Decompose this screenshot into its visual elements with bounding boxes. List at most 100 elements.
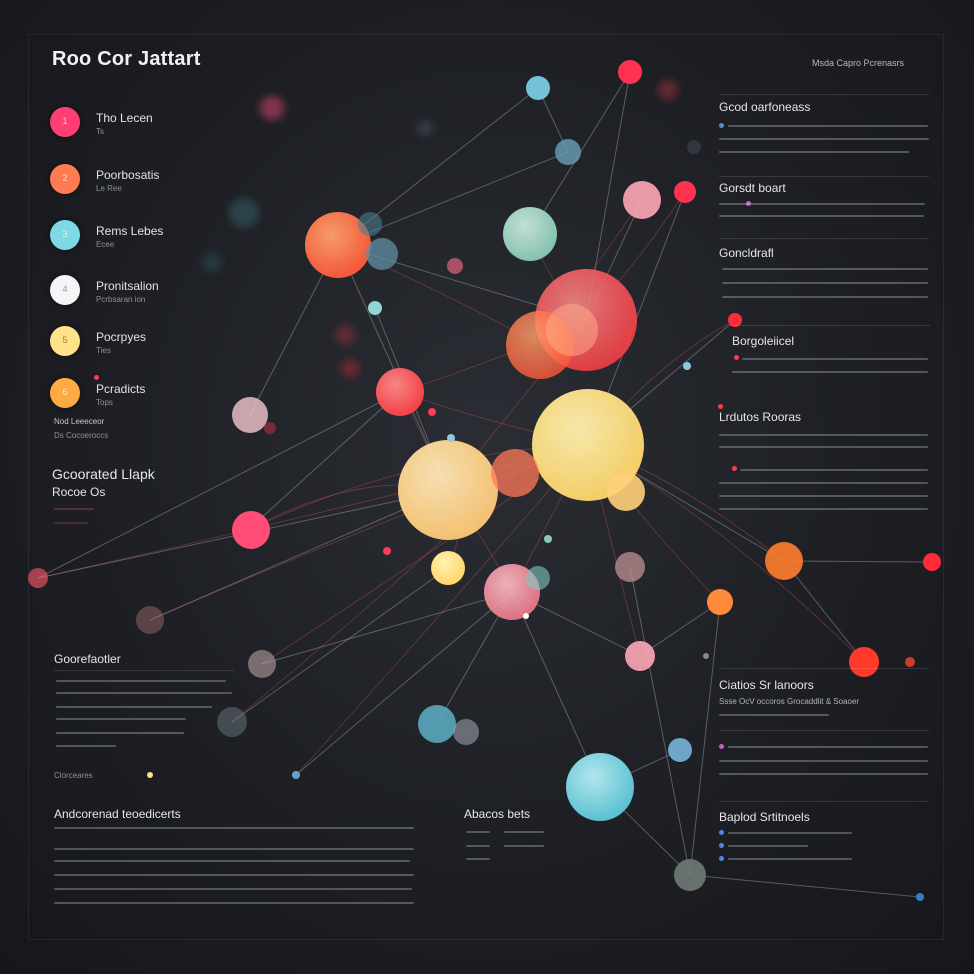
section-heading: Andcorenad teoedicerts xyxy=(54,807,181,821)
legend-note: Nod Leeeceor xyxy=(54,417,105,426)
legend-label: Tho Lecen xyxy=(96,111,153,125)
marker-dot xyxy=(719,830,724,835)
section-heading: Goncldrafl xyxy=(719,246,774,260)
node-circle xyxy=(398,440,498,540)
marker-dot xyxy=(718,404,723,409)
node-circle xyxy=(232,511,270,549)
text-line xyxy=(740,469,928,471)
divider xyxy=(54,670,234,671)
page-frame xyxy=(28,34,944,940)
text-line xyxy=(719,760,928,762)
legend-sublabel: Pcrbsaran ion xyxy=(96,295,146,304)
node-circle xyxy=(674,859,706,891)
section-heading: Goorefaotler xyxy=(54,652,121,666)
node-circle xyxy=(566,753,634,821)
text-line xyxy=(54,874,414,876)
section-heading: Baplod Srtitnoels xyxy=(719,810,810,824)
text-line xyxy=(719,215,924,217)
node-circle xyxy=(687,140,701,154)
node-circle xyxy=(615,552,645,582)
divider xyxy=(719,176,929,177)
node-circle xyxy=(383,547,391,555)
marker-dot xyxy=(719,856,724,861)
node-circle xyxy=(453,719,479,745)
node-circle xyxy=(264,422,276,434)
text-line xyxy=(719,434,928,436)
node-circle xyxy=(674,181,696,203)
edge-group xyxy=(37,71,933,898)
text-line xyxy=(728,832,852,834)
node-circle xyxy=(526,76,550,100)
node-circle xyxy=(28,568,48,588)
legend-label: Pocrpyes xyxy=(96,330,147,344)
node-circle xyxy=(418,705,456,743)
section-heading: Gorsdt boart xyxy=(719,181,786,195)
section-subtext: Ssse OcV occoros Grocaddlit & Soaoer xyxy=(719,697,860,706)
text-line xyxy=(54,827,414,829)
text-line xyxy=(732,371,928,373)
marker-dot xyxy=(719,744,724,749)
text-line xyxy=(719,446,928,448)
legend-swatch: 3 xyxy=(50,220,80,250)
node-circle xyxy=(136,606,164,634)
legend-item: 3 Rems Lebes Ecee xyxy=(50,220,250,260)
legend-swatch: 4 xyxy=(50,275,80,305)
text-line xyxy=(54,860,410,862)
text-line xyxy=(504,831,544,833)
node-circle xyxy=(555,139,581,165)
node-circle xyxy=(428,408,436,416)
header-caption: Msda Capro Pcrenasrs xyxy=(812,58,905,68)
text-line xyxy=(56,680,226,682)
node-circle xyxy=(358,212,382,236)
legend-swatch: 1 xyxy=(50,107,80,137)
text-line xyxy=(56,732,184,734)
node-circle xyxy=(668,738,692,762)
text-line xyxy=(466,858,490,860)
divider xyxy=(719,801,929,802)
node-circle xyxy=(305,212,371,278)
text-line xyxy=(56,718,186,720)
marker-dot xyxy=(719,843,724,848)
text-line xyxy=(722,268,928,270)
text-line xyxy=(719,495,928,497)
marker-dot xyxy=(734,355,739,360)
marker-dot xyxy=(94,375,99,380)
node-circle xyxy=(523,613,529,619)
text-line xyxy=(54,848,414,850)
text-line xyxy=(56,692,232,694)
section-heading: Lrdutos Rooras xyxy=(719,410,802,424)
text-line xyxy=(56,745,116,747)
node-circle xyxy=(491,449,539,497)
legend-sublabel: Tops xyxy=(96,398,113,407)
node-circle xyxy=(607,473,645,511)
legend-note: Ds Cocoeroccs xyxy=(54,431,109,440)
legend-sublabel: Ts xyxy=(96,127,104,136)
node-circle xyxy=(366,238,398,270)
text-line xyxy=(466,831,490,833)
legend-label: Rems Lebes xyxy=(96,224,164,238)
divider xyxy=(719,730,929,731)
node-circle xyxy=(447,258,463,274)
panel-note: Clorceares xyxy=(54,771,93,780)
node-circle xyxy=(447,434,455,442)
node-circle xyxy=(544,535,552,543)
node-circle xyxy=(546,304,598,356)
node-circle xyxy=(849,647,879,677)
node-circle xyxy=(431,551,465,585)
node-circle xyxy=(703,653,709,659)
node-circle xyxy=(728,313,742,327)
legend-label: Pronitsalion xyxy=(96,279,159,293)
node-circle xyxy=(526,566,550,590)
text-line xyxy=(742,358,928,360)
node-circle xyxy=(623,181,661,219)
legend-sublabel: Le Ree xyxy=(96,184,122,193)
divider xyxy=(719,668,929,669)
legend-swatch: 6 xyxy=(50,378,80,408)
node-circle xyxy=(232,397,268,433)
text-line xyxy=(719,482,928,484)
background-blobs xyxy=(202,80,678,377)
node-circle xyxy=(625,641,655,671)
node-circle xyxy=(503,207,557,261)
legend-sublabel: Ties xyxy=(96,346,111,355)
